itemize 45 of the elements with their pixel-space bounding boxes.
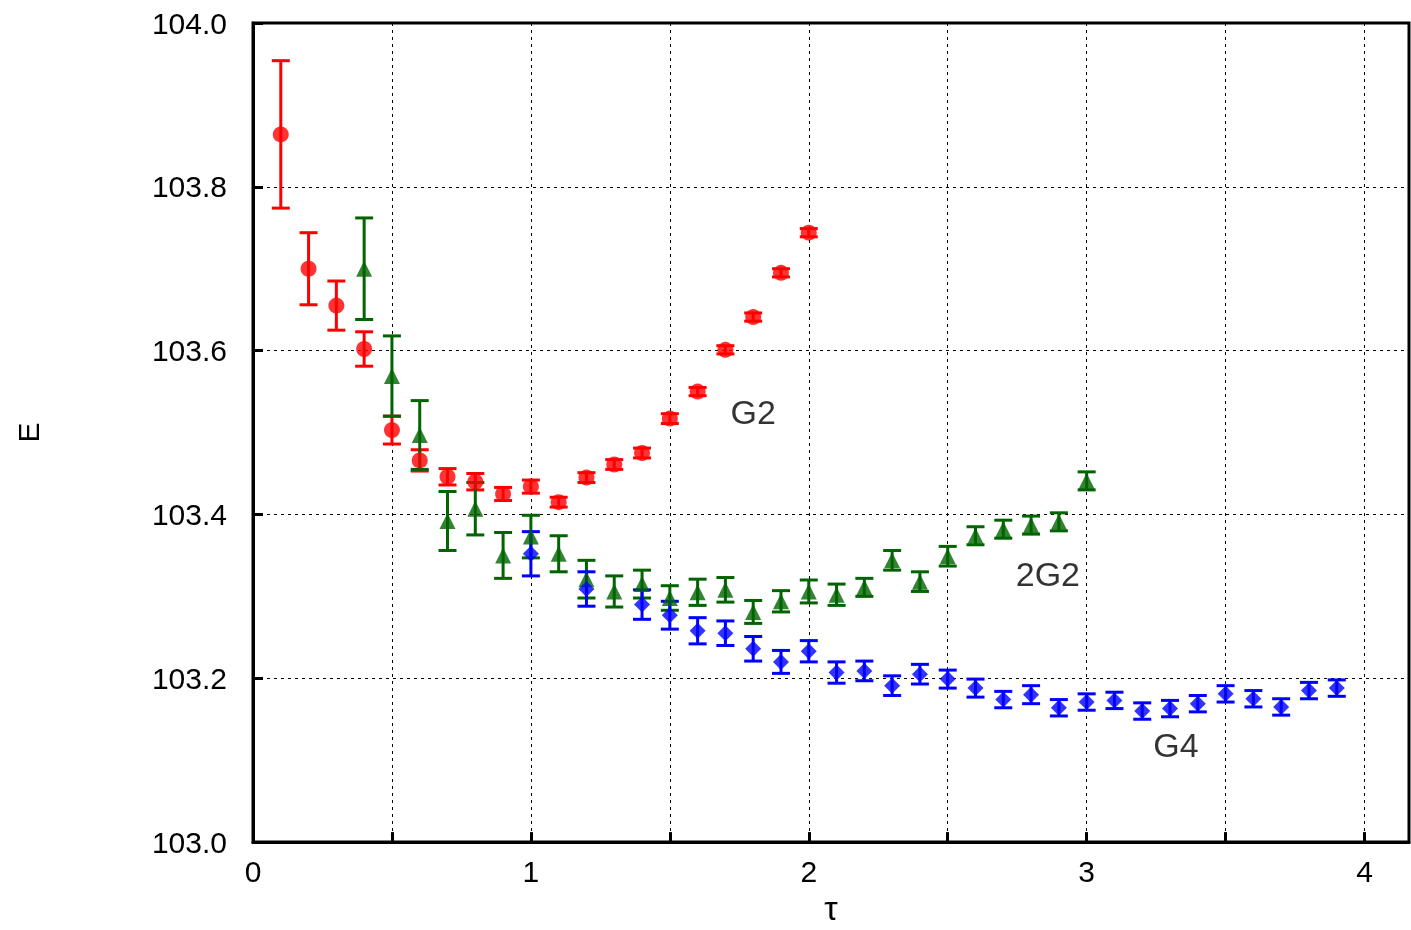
x-tick-label: 4 [1356,854,1373,888]
point [661,590,678,607]
x-axis-title: τ [824,889,839,927]
y-tick-label: 103.4 [151,497,227,531]
point [634,576,651,593]
point [634,596,651,613]
point [772,593,789,610]
point [300,260,317,277]
point [272,126,289,143]
point [800,583,817,600]
point [411,452,428,469]
x-tick-label: 1 [522,854,540,888]
point [383,422,400,439]
series-label: 2G2 [1015,554,1080,593]
series-label: G2 [730,392,776,431]
point [467,500,484,517]
point [383,368,400,385]
point [828,664,845,681]
y-axis-title: E [11,422,45,443]
point [522,528,539,545]
y-tick-label: 104.0 [151,6,227,40]
point [661,607,678,624]
point [606,583,623,600]
point [745,640,762,657]
point [772,653,789,670]
y-tick-label: 103.8 [151,170,227,204]
point [689,622,706,639]
x-tick-label: 2 [800,854,818,888]
point [522,545,539,562]
x-tick-label: 0 [244,854,262,888]
x-tick-label: 3 [1078,854,1095,888]
series-label: G4 [1153,725,1199,764]
y-tick-label: 103.0 [151,825,227,859]
point [495,547,512,564]
point [550,545,567,562]
point [717,625,734,642]
point [356,341,373,357]
point [939,548,956,565]
y-tick-label: 103.2 [151,661,227,695]
point [578,581,595,597]
point [411,427,428,444]
point [689,584,706,601]
y-tick-label: 103.6 [151,334,227,368]
point [856,662,873,679]
point [328,297,345,314]
